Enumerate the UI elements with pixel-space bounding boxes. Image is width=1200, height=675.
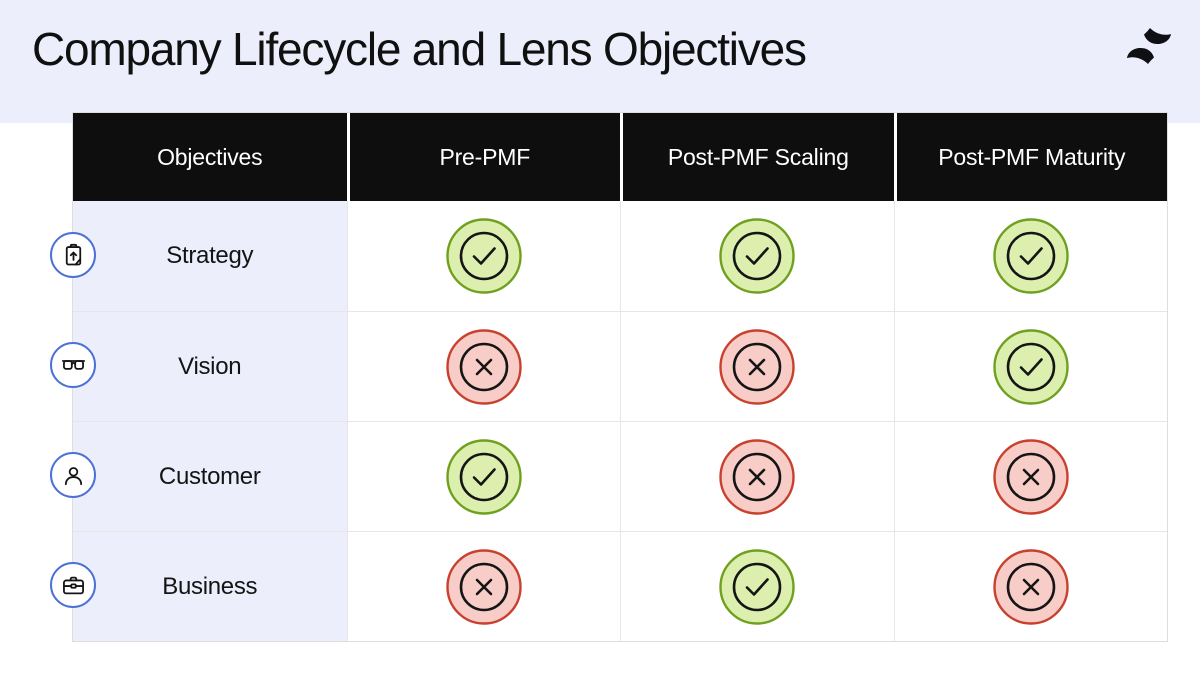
table-cell <box>893 311 1167 421</box>
glasses-icon <box>50 342 96 388</box>
check-icon <box>446 438 522 515</box>
row-label-business: Business <box>73 531 347 641</box>
cross-icon <box>446 548 522 625</box>
brand-logo-icon <box>1126 26 1172 68</box>
table-cell <box>620 421 894 531</box>
table-cell <box>620 311 894 421</box>
lifecycle-table: Objectives Pre-PMF Post-PMF Scaling Post… <box>72 112 1168 642</box>
title-band: Company Lifecycle and Lens Objectives <box>0 0 1200 123</box>
briefcase-icon <box>50 562 96 608</box>
table-cell <box>346 421 620 531</box>
check-icon <box>719 548 795 625</box>
check-icon <box>993 328 1069 405</box>
table-cell <box>620 531 894 641</box>
row-label-strategy: Strategy <box>73 201 347 311</box>
check-icon <box>446 218 522 294</box>
cross-icon <box>719 438 795 515</box>
table-cell <box>893 421 1167 531</box>
cross-icon <box>719 328 795 405</box>
table-cell <box>893 201 1167 311</box>
check-icon <box>993 218 1069 294</box>
cross-icon <box>993 438 1069 515</box>
row-label-vision: Vision <box>73 311 347 421</box>
table-cell <box>346 201 620 311</box>
clipboard-arrow-icon <box>50 232 96 278</box>
person-icon <box>50 452 96 498</box>
table-cell <box>620 201 894 311</box>
column-header-objectives: Objectives <box>73 113 347 201</box>
column-header-post-pmf-scaling: Post-PMF Scaling <box>620 113 894 201</box>
cross-icon <box>446 328 522 405</box>
cross-icon <box>993 548 1069 625</box>
table-cell <box>893 531 1167 641</box>
page-title: Company Lifecycle and Lens Objectives <box>32 23 807 75</box>
column-header-post-pmf-maturity: Post-PMF Maturity <box>893 113 1167 201</box>
check-icon <box>719 218 795 294</box>
table-cell <box>346 531 620 641</box>
column-header-pre-pmf: Pre-PMF <box>346 113 620 201</box>
row-label-customer: Customer <box>73 421 347 531</box>
table-cell <box>346 311 620 421</box>
